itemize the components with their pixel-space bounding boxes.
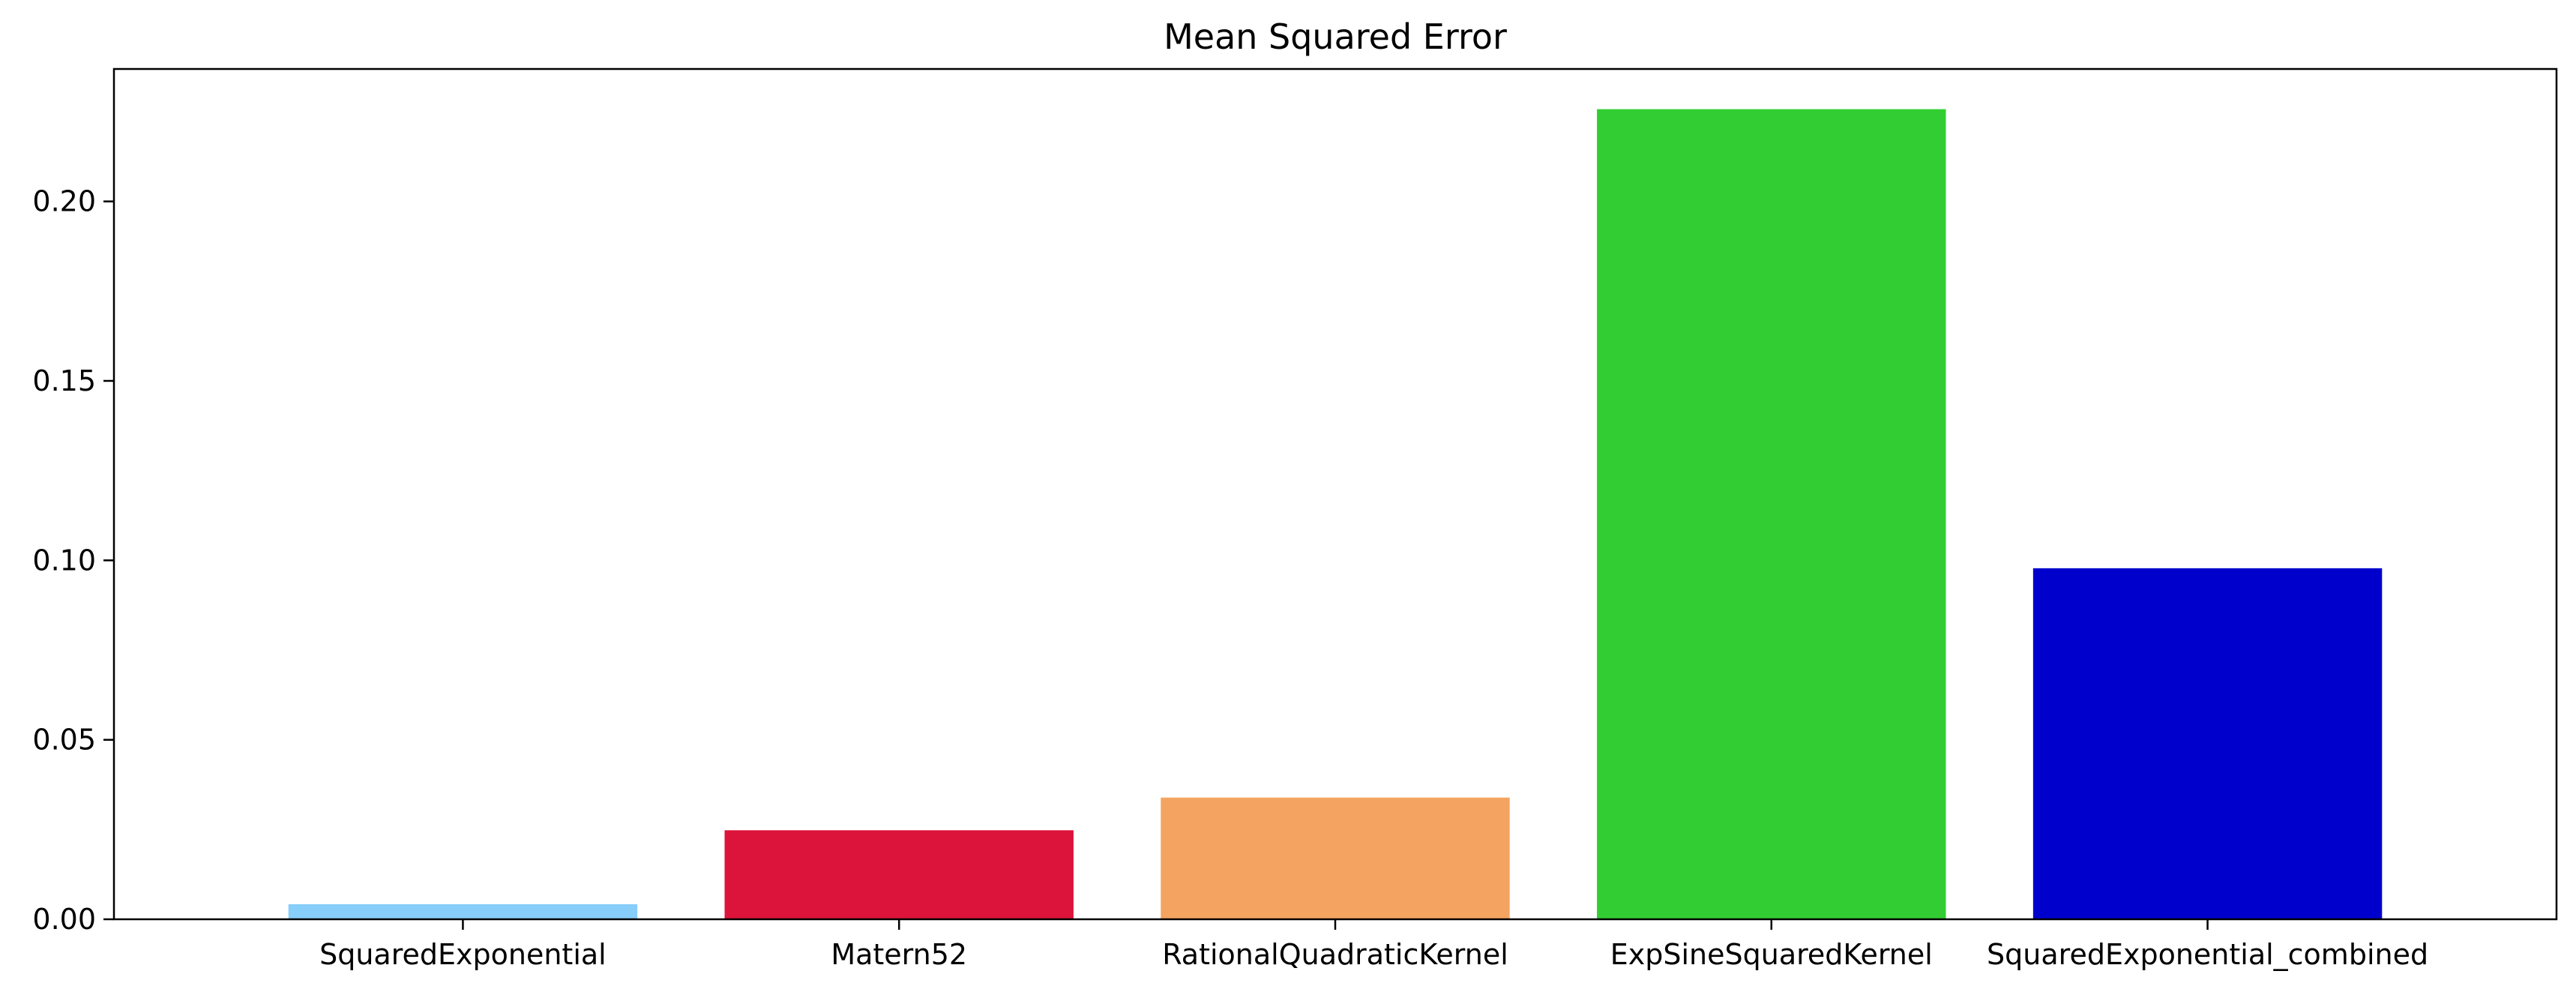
bar-matern52 (724, 830, 1074, 919)
y-tick-label: 0.20 (32, 185, 96, 218)
x-axis: SquaredExponential Matern52 RationalQuadra… (319, 919, 2428, 971)
bar-squaredexponential (288, 904, 638, 919)
x-tick-label: SquaredExponential_combined (1987, 938, 2428, 971)
bar-squaredexponential-combined (2032, 568, 2383, 919)
chart-title: Mean Squared Error (1164, 16, 1507, 57)
x-tick-label: SquaredExponential (319, 938, 607, 971)
bar-rationalquadratickernel (1161, 797, 1510, 919)
y-tick-label: 0.05 (32, 724, 96, 757)
x-tick-label: RationalQuadraticKernel (1162, 938, 1508, 971)
y-tick-label: 0.15 (32, 364, 96, 397)
y-tick-label: 0.00 (32, 903, 96, 936)
y-axis: 0.00 0.05 0.10 0.15 0.20 (32, 185, 114, 936)
bar-expsinesquaredkernel (1597, 109, 1946, 919)
x-tick-label: Matern52 (831, 938, 967, 971)
y-tick-label: 0.10 (32, 544, 96, 577)
x-tick-label: ExpSineSquaredKernel (1610, 938, 1933, 971)
bars-group (288, 109, 2383, 919)
plot-frame (112, 67, 2558, 921)
